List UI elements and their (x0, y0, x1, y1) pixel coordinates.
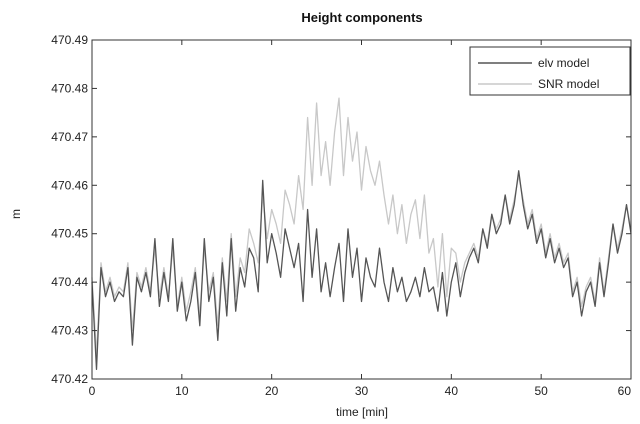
series-layer (91, 97, 632, 370)
y-tick-label: 470.49 (51, 33, 88, 47)
y-tick-label: 470.43 (51, 324, 88, 338)
y-tick-label: 470.47 (51, 130, 88, 144)
y-axis: 470.42 470.43 470.44 470.45 470.46 470.47 470.… (51, 33, 631, 386)
y-axis-label: m (9, 209, 23, 219)
legend-label-elv-model: elv model (538, 56, 589, 70)
x-tick-label: 0 (89, 384, 96, 398)
x-tick-label: 30 (355, 384, 369, 398)
chart-title: Height components (301, 10, 422, 25)
legend-box (469, 46, 631, 96)
x-tick-label: 60 (618, 384, 632, 398)
y-tick-label: 470.44 (51, 275, 88, 289)
x-tick-label: 40 (445, 384, 459, 398)
x-axis-label: time [min] (336, 405, 388, 419)
legend: elv model SNR model (469, 46, 631, 96)
y-tick-label: 470.48 (51, 81, 88, 95)
series-line-snr-model (91, 97, 632, 356)
y-tick-label: 470.45 (51, 227, 88, 241)
x-tick-label: 20 (265, 384, 279, 398)
x-tick-label: 10 (175, 384, 189, 398)
y-tick-label: 470.46 (51, 178, 88, 192)
x-axis: 0 10 20 30 40 50 60 (89, 40, 632, 398)
y-tick-label: 470.42 (51, 372, 88, 386)
legend-label-snr-model: SNR model (538, 77, 599, 91)
series-line-elv-model (91, 170, 632, 370)
x-tick-label: 50 (534, 384, 548, 398)
